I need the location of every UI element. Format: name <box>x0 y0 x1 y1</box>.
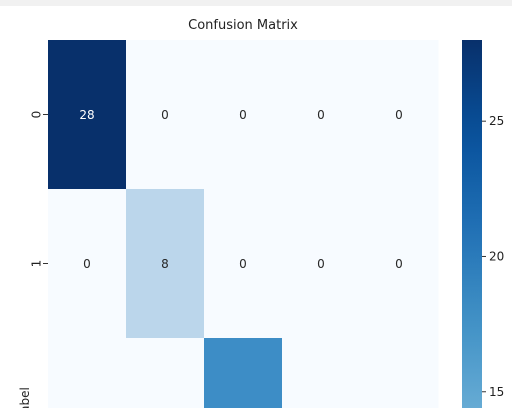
heatmap-cell <box>126 189 205 338</box>
heatmap-cell-label: 8 <box>161 257 169 271</box>
heatmap-cell <box>48 40 127 189</box>
y-tick-label: 1 <box>30 260 44 268</box>
heatmap-cell <box>48 189 127 338</box>
heatmap-cell-label: 0 <box>317 108 325 122</box>
heatmap-cell-label: 28 <box>79 108 94 122</box>
y-axis-ticks: 01 <box>30 111 48 268</box>
colorbar-tick-label: 20 <box>489 249 504 263</box>
heatmap-cell <box>282 189 361 338</box>
heatmap-cell <box>126 40 205 189</box>
heatmap-cell <box>360 189 439 338</box>
heatmap-cell-label: 0 <box>239 257 247 271</box>
bottom-cutoff <box>0 408 512 416</box>
colorbar-tick-label: 15 <box>489 385 504 399</box>
heatmap-cell <box>282 40 361 189</box>
colorbar: 25 20 15 <box>462 40 504 408</box>
colorbar-tick-label: 25 <box>489 114 504 128</box>
heatmap-cell-label: 0 <box>395 108 403 122</box>
heatmap-cell <box>204 40 283 189</box>
window-top-strip <box>0 0 512 6</box>
heatmap-cell <box>360 338 439 408</box>
heatmap-cell-label: 0 <box>317 257 325 271</box>
heatmap-cell <box>48 338 127 408</box>
heatmap-cell <box>282 338 361 408</box>
heatmap-cell <box>126 338 205 408</box>
chart-title: Confusion Matrix <box>188 18 298 33</box>
heatmap-cell-label: 0 <box>395 257 403 271</box>
y-axis-label: abel <box>18 387 32 413</box>
heatmap-grid: 28 0 0 0 0 0 8 0 0 0 <box>48 40 439 408</box>
heatmap-cell <box>204 338 283 408</box>
heatmap-cell-label: 0 <box>161 108 169 122</box>
heatmap-cell-label: 0 <box>83 257 91 271</box>
heatmap-cell <box>204 189 283 338</box>
y-tick-label: 0 <box>30 111 44 119</box>
heatmap-cell <box>360 40 439 189</box>
heatmap-cell-label: 0 <box>239 108 247 122</box>
colorbar-gradient <box>462 40 482 408</box>
